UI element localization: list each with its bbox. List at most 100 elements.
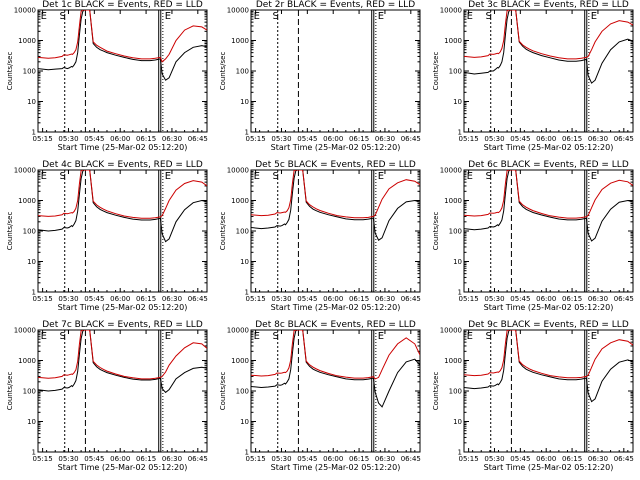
x-tick-label: 06:45 — [401, 295, 421, 303]
interval-marker-label: E — [165, 171, 171, 182]
y-axis-label: Counts/sec — [6, 212, 14, 251]
y-tick-label: 10 — [240, 258, 249, 266]
x-axis-label: Start Time (25-Mar-02 05:12:20) — [58, 303, 188, 312]
events-series-line — [38, 170, 207, 243]
y-tick-label: 1 — [458, 129, 462, 137]
y-tick-label: 1000 — [231, 37, 249, 45]
y-tick-label: 1000 — [444, 197, 462, 205]
x-tick-label: 06:45 — [614, 455, 634, 463]
y-tick-label: 1000 — [18, 357, 36, 365]
x-tick-label: 06:30 — [162, 135, 182, 143]
lld-series-line — [38, 330, 207, 380]
y-tick-label: 100 — [449, 228, 462, 236]
x-tick-label: 05:45 — [84, 295, 104, 303]
x-tick-label: 06:15 — [562, 135, 582, 143]
y-axis-label: Counts/sec — [219, 212, 227, 251]
x-tick-label: 06:15 — [562, 455, 582, 463]
y-tick-label: 1000 — [231, 197, 249, 205]
interval-marker-label: E — [254, 331, 260, 342]
interval-marker-label: S — [486, 11, 492, 22]
plot-frame — [250, 169, 421, 293]
events-series-line — [251, 170, 420, 241]
x-tick-label: 06:00 — [323, 135, 343, 143]
panel-title: Det 3c BLACK = Events, RED = LLD — [468, 0, 629, 10]
x-tick-label: 05:30 — [271, 295, 291, 303]
x-tick-label: 05:15 — [33, 455, 53, 463]
y-tick-label: 10000 — [14, 7, 36, 15]
interval-marker-label: S — [273, 331, 279, 342]
detector-panel: Det 7c BLACK = Events, RED = LLD 1 10 100 10… — [6, 320, 208, 472]
detector-panel: Det 5c BLACK = Events, RED = LLD 1 10 100 10… — [219, 160, 421, 312]
interval-marker-label: S — [60, 171, 66, 182]
events-series-line — [464, 330, 633, 403]
interval-marker-label: E — [165, 331, 171, 342]
interval-marker-label: E — [378, 331, 384, 342]
x-axis-label: Start Time (25-Mar-02 05:12:20) — [271, 303, 401, 312]
x-tick-label: 06:30 — [375, 135, 395, 143]
x-axis-label: Start Time (25-Mar-02 05:12:20) — [484, 143, 614, 152]
y-tick-label: 100 — [449, 388, 462, 396]
x-tick-label: 06:30 — [162, 455, 182, 463]
events-series-line — [38, 330, 207, 394]
interval-marker-label: E — [378, 171, 384, 182]
interval-marker-label: E — [467, 11, 473, 22]
y-tick-label: 10 — [27, 98, 36, 106]
y-tick-label: 1000 — [444, 357, 462, 365]
x-tick-label: 05:15 — [33, 135, 53, 143]
y-axis-label: Counts/sec — [6, 372, 14, 411]
lld-series-line — [38, 170, 207, 219]
y-axis-label: Counts/sec — [432, 212, 440, 251]
interval-marker-label: E — [591, 171, 597, 182]
interval-marker-label: E — [591, 331, 597, 342]
x-tick-label: 05:45 — [510, 455, 530, 463]
x-tick-label: 05:30 — [58, 455, 78, 463]
plot-frame — [463, 329, 634, 453]
events-series-line — [251, 330, 420, 408]
panel-title: Det 9c BLACK = Events, RED = LLD — [468, 320, 629, 330]
interval-marker-label: S — [273, 11, 279, 22]
y-tick-label: 100 — [236, 228, 249, 236]
x-tick-label: 06:30 — [588, 295, 608, 303]
x-tick-label: 06:30 — [375, 455, 395, 463]
x-tick-label: 06:00 — [536, 295, 556, 303]
interval-marker-label: E — [254, 11, 260, 22]
y-tick-label: 1 — [32, 449, 36, 457]
y-tick-label: 10000 — [440, 327, 462, 335]
detector-panel: Det 8c BLACK = Events, RED = LLD 1 10 100 10… — [219, 320, 421, 472]
interval-marker-label: E — [467, 331, 473, 342]
x-tick-label: 06:30 — [375, 295, 395, 303]
x-tick-label: 06:15 — [136, 295, 156, 303]
x-tick-label: 05:15 — [33, 295, 53, 303]
x-tick-label: 05:45 — [297, 135, 317, 143]
x-tick-label: 05:30 — [58, 135, 78, 143]
y-tick-label: 1 — [32, 289, 36, 297]
y-tick-label: 10000 — [227, 327, 249, 335]
x-tick-label: 06:30 — [588, 455, 608, 463]
events-series-line — [38, 10, 207, 81]
lld-series-line — [38, 10, 207, 63]
x-tick-label: 06:45 — [188, 455, 208, 463]
y-tick-label: 10000 — [14, 167, 36, 175]
lld-series-line — [251, 330, 420, 380]
panel-title: Det 8c BLACK = Events, RED = LLD — [255, 320, 416, 330]
y-axis-label: Counts/sec — [6, 52, 14, 91]
interval-marker-label: E — [467, 171, 473, 182]
panel-title: Det 4c BLACK = Events, RED = LLD — [42, 160, 203, 170]
detector-panel: Det 4c BLACK = Events, RED = LLD 1 10 100 10… — [6, 160, 208, 312]
x-tick-label: 06:00 — [536, 135, 556, 143]
x-tick-label: 05:45 — [84, 455, 104, 463]
y-axis-label: Counts/sec — [219, 52, 227, 91]
x-tick-label: 05:45 — [297, 295, 317, 303]
x-tick-label: 06:15 — [349, 295, 369, 303]
y-tick-label: 10 — [240, 418, 249, 426]
y-tick-label: 10000 — [227, 7, 249, 15]
detector-panel: Det 6c BLACK = Events, RED = LLD 1 10 100 10… — [432, 160, 634, 312]
x-tick-label: 05:15 — [246, 455, 266, 463]
y-axis-label: Counts/sec — [432, 372, 440, 411]
x-tick-label: 06:15 — [349, 135, 369, 143]
x-tick-label: 06:00 — [536, 455, 556, 463]
y-tick-label: 1000 — [231, 357, 249, 365]
x-tick-label: 05:15 — [246, 295, 266, 303]
y-axis-label: Counts/sec — [219, 372, 227, 411]
